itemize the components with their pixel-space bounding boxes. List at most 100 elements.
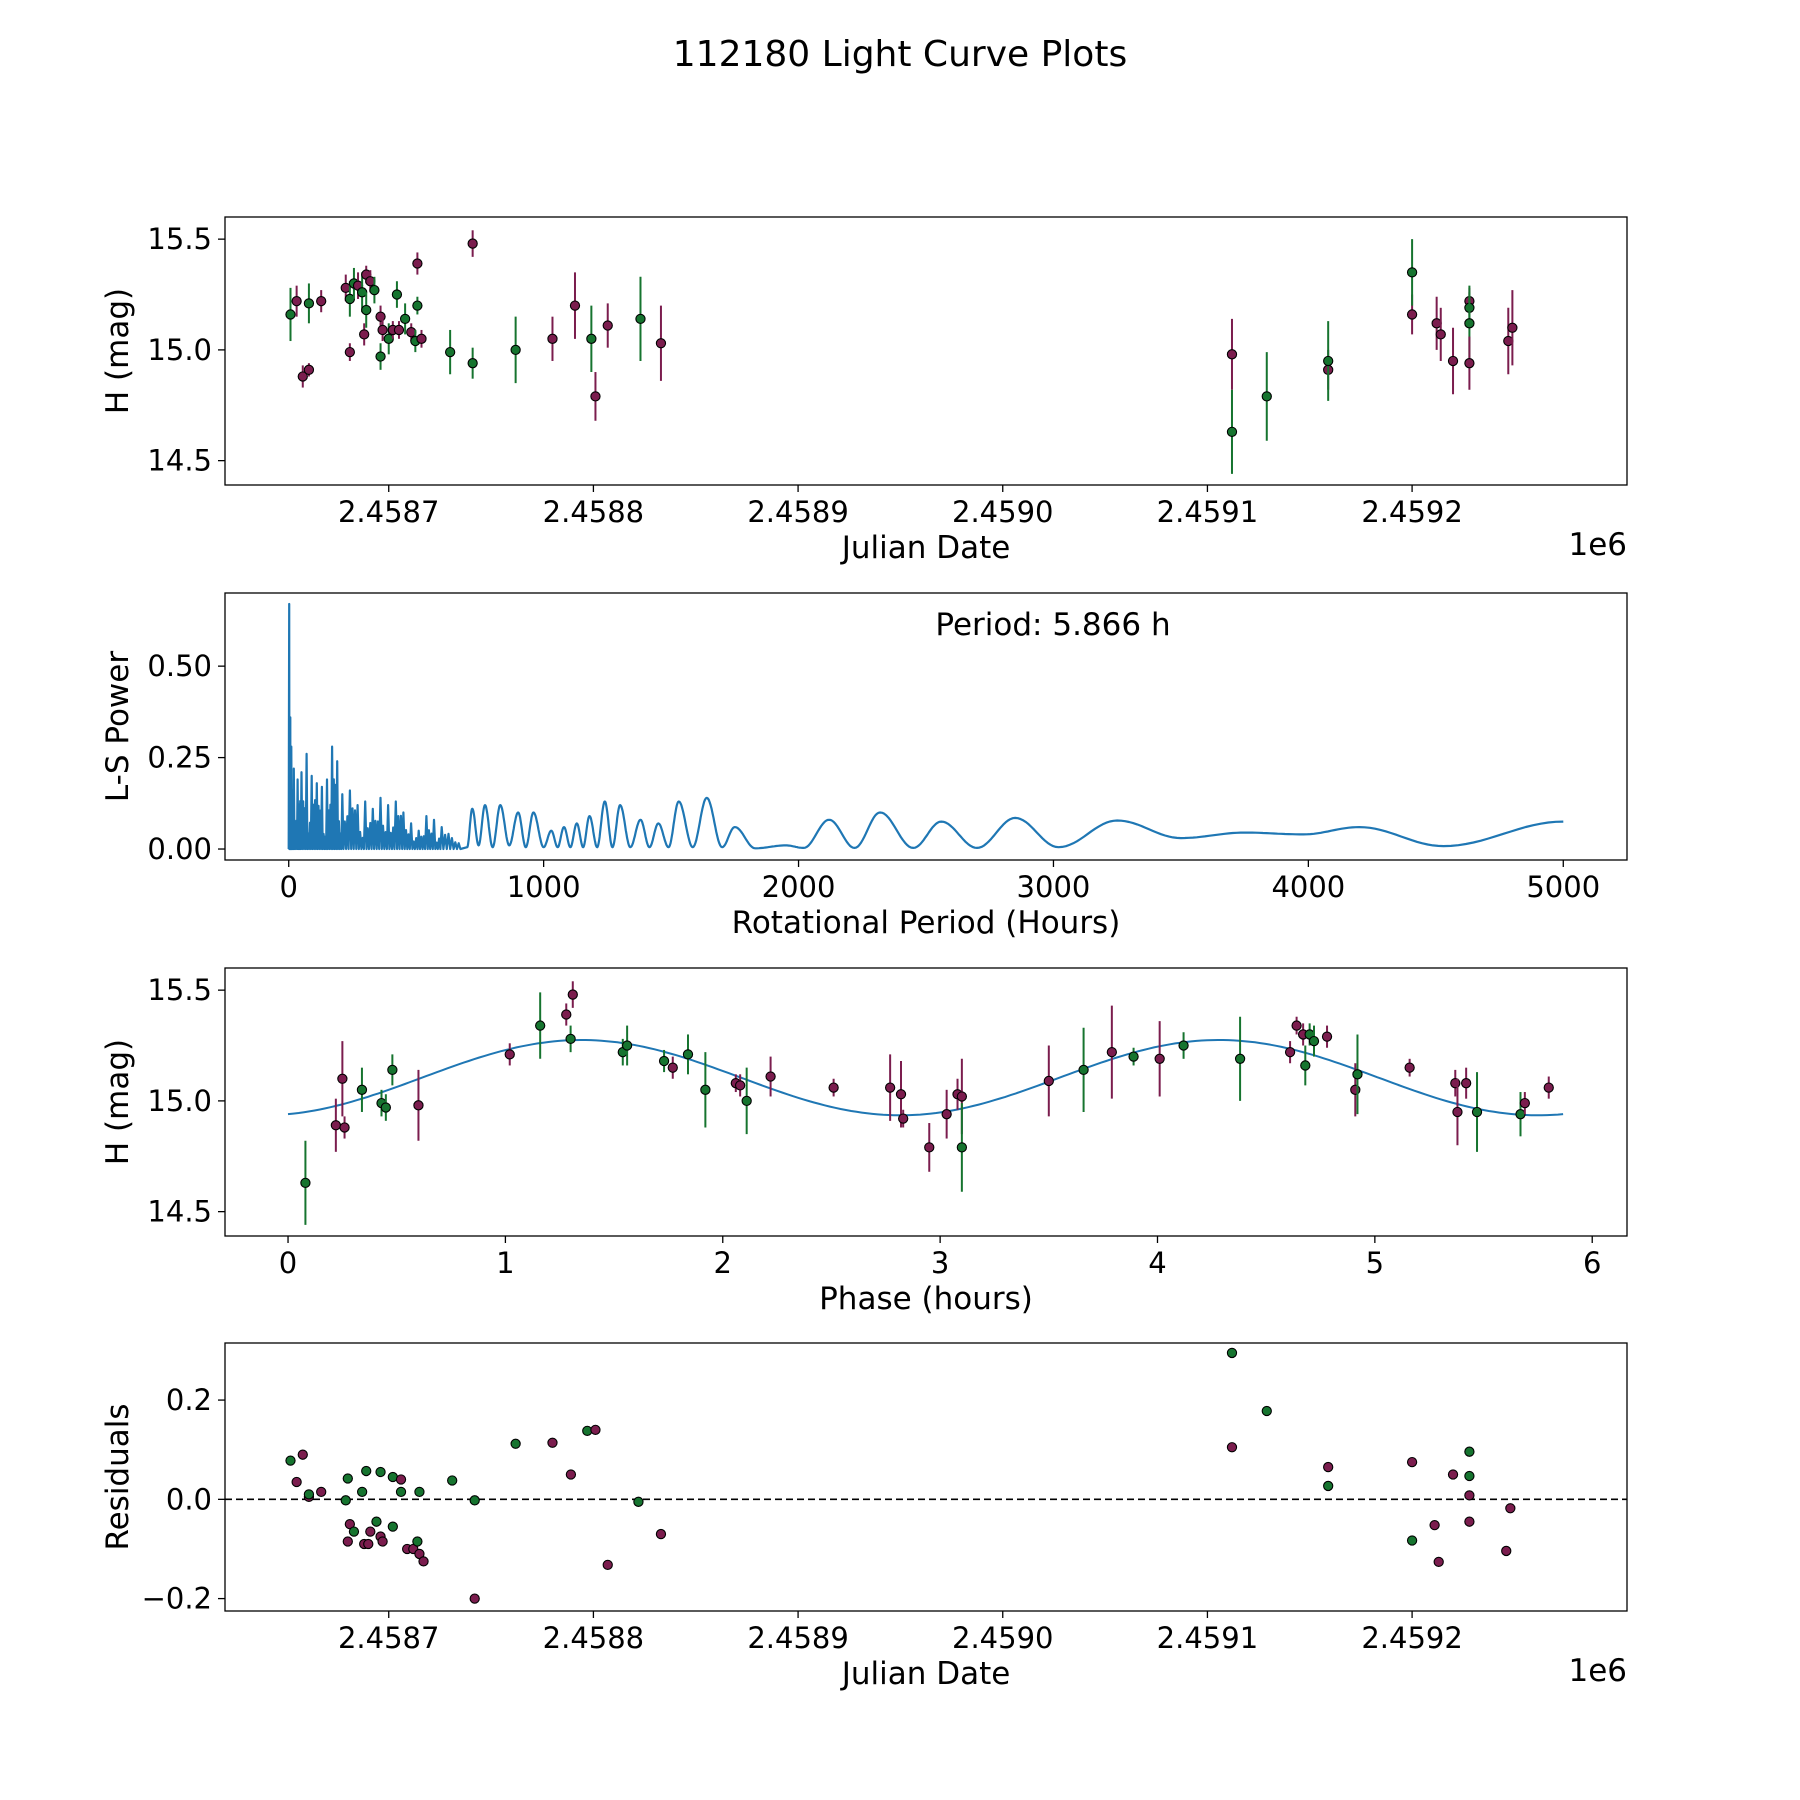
data-point	[602, 1559, 613, 1570]
x-tick-label: 4000	[1271, 870, 1345, 904]
x-tick-label: 2.4588	[543, 495, 644, 529]
y-axis-label: Residuals	[100, 1403, 136, 1550]
data-point	[369, 284, 380, 296]
data-point	[1406, 1535, 1418, 1546]
data-point	[1043, 1075, 1054, 1087]
data-point	[387, 1521, 398, 1532]
data-point	[1519, 1097, 1530, 1109]
data-point	[356, 1486, 368, 1498]
x-tick-label: 2.4592	[1361, 1621, 1462, 1655]
data-point	[1505, 1503, 1516, 1514]
x-tick-label: 2.4590	[952, 1621, 1053, 1655]
x-tick-label: 3000	[1017, 870, 1091, 904]
data-point	[1154, 1053, 1165, 1064]
data-point	[1128, 1051, 1139, 1062]
data-point	[447, 1475, 458, 1486]
data-point	[1461, 1078, 1472, 1089]
data-point	[344, 346, 355, 358]
y-axis-label: H (mag)	[100, 1039, 136, 1165]
y-tick-label: 0.00	[147, 832, 212, 866]
data-point	[1226, 1442, 1238, 1453]
data-point	[569, 300, 581, 311]
data-point	[565, 1033, 576, 1045]
x-tick-label: 3	[931, 1246, 949, 1280]
y-axis-label: H (mag)	[100, 288, 136, 414]
x-tick-label: 2.4588	[543, 1621, 644, 1655]
data-point	[1321, 1031, 1333, 1042]
x-axis-label: Rotational Period (Hours)	[732, 905, 1121, 941]
x-tick-label: 2	[714, 1246, 732, 1280]
x-tick-label: 5	[1366, 1246, 1384, 1280]
period-annotation: Period: 5.866 h	[935, 607, 1170, 643]
periodogram-line	[287, 602, 1564, 851]
data-point	[363, 1538, 374, 1550]
y-tick-label: 0.25	[147, 741, 212, 775]
data-point	[391, 289, 403, 300]
data-point	[1447, 1469, 1459, 1480]
data-point	[667, 1062, 678, 1073]
data-point	[412, 258, 423, 269]
x-tick-label: 2.4592	[1361, 495, 1462, 529]
phase-folded-panel: 0 1 2 3 4 5 6 14.5 15.0 15.5 Phase (hours) H (mag)	[100, 967, 1628, 1317]
data-point	[1464, 358, 1475, 369]
data-point	[361, 1465, 372, 1477]
data-point	[316, 1486, 327, 1498]
data-point	[303, 364, 315, 375]
data-point	[504, 1049, 515, 1060]
data-point	[1078, 1064, 1089, 1076]
data-point	[547, 1437, 558, 1448]
data-point	[342, 1473, 353, 1484]
data-point	[469, 1495, 480, 1506]
y-tick-label: 14.5	[147, 1195, 212, 1229]
data-point	[658, 1055, 670, 1067]
data-point	[342, 1536, 353, 1547]
y-tick-label: 15.0	[147, 1084, 212, 1118]
data-point	[412, 1536, 423, 1547]
data-point	[1464, 1470, 1475, 1482]
data-point	[365, 1526, 376, 1537]
data-point	[375, 351, 386, 362]
data-point	[399, 313, 411, 325]
y-tick-label: 0.50	[147, 649, 212, 683]
data-point	[1234, 1053, 1246, 1064]
data-point	[291, 296, 302, 307]
x-axis-label: Julian Date	[840, 1656, 1011, 1692]
data-point	[1501, 1545, 1512, 1557]
data-point	[1323, 1461, 1334, 1473]
data-point	[1450, 1078, 1461, 1089]
x-tick-label: 1	[496, 1246, 514, 1280]
data-point	[1300, 1060, 1311, 1071]
data-point	[361, 304, 372, 316]
data-point	[602, 320, 613, 331]
data-point	[895, 1089, 907, 1100]
data-point	[337, 1073, 348, 1084]
data-point	[418, 1556, 429, 1567]
data-point	[467, 238, 478, 249]
data-point	[416, 333, 427, 344]
data-point	[735, 1080, 746, 1091]
x-tick-label: 5000	[1526, 870, 1600, 904]
data-point	[1291, 1020, 1302, 1031]
data-point	[413, 1100, 424, 1111]
x-tick-label: 2.4589	[747, 495, 848, 529]
data-point	[291, 1476, 302, 1488]
x-tick-label: 2.4591	[1157, 495, 1258, 529]
y-tick-label: 15.5	[147, 222, 212, 256]
x-tick-label: 0	[280, 870, 298, 904]
data-point	[1226, 349, 1238, 360]
data-point	[356, 1084, 368, 1095]
data-point	[1308, 1035, 1320, 1047]
data-point	[467, 358, 478, 369]
x-tick-label: 1000	[507, 870, 581, 904]
data-point	[700, 1084, 711, 1095]
data-point	[1406, 1456, 1418, 1468]
data-point	[316, 296, 327, 307]
x-axis-label: Phase (hours)	[819, 1281, 1033, 1317]
data-point	[371, 1516, 382, 1527]
x-tick-label: 2000	[762, 870, 836, 904]
data-point	[941, 1109, 952, 1120]
data-point	[1433, 1556, 1444, 1568]
plot-frame	[224, 967, 1628, 1237]
data-point	[884, 1082, 896, 1093]
data-point	[1178, 1040, 1189, 1051]
